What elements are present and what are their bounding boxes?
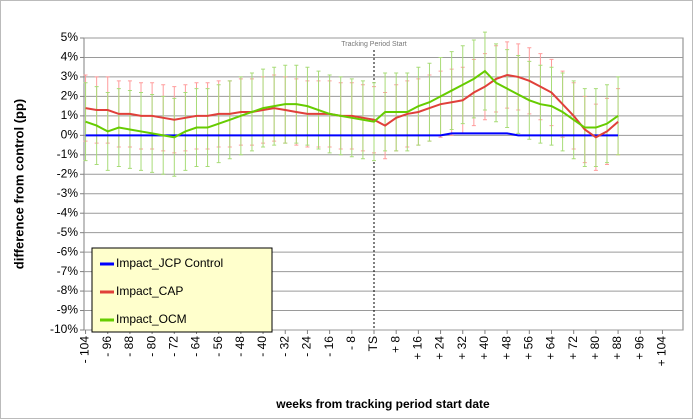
- x-tick-label: - 24: [300, 336, 314, 357]
- x-tick-label: - 40: [255, 336, 269, 357]
- series-line: [85, 69, 619, 139]
- x-tick-label: + 48: [499, 336, 513, 360]
- y-tick-label: -3%: [57, 186, 79, 200]
- x-tick-label: - 8: [344, 336, 358, 350]
- x-tick-label: + 72: [566, 336, 580, 360]
- y-tick-label: -2%: [57, 166, 79, 180]
- x-tick-label: + 56: [521, 336, 535, 360]
- annotation-text: Tracking Period Start: [341, 41, 407, 48]
- y-tick-label: -1%: [57, 147, 79, 161]
- x-axis-title: weeks from tracking period start date: [275, 397, 490, 411]
- x-tick-label: - 80: [144, 336, 158, 357]
- x-tick-label: - 32: [277, 336, 291, 357]
- x-tick-label: - 104: [78, 336, 92, 364]
- x-tick-label: + 64: [544, 336, 558, 360]
- y-tick-label: -8%: [57, 283, 79, 297]
- x-tick-label: + 88: [610, 336, 624, 360]
- x-tick-label: - 16: [322, 336, 336, 357]
- x-tick-label: + 40: [477, 336, 491, 360]
- y-axis-title: difference from control (pp): [11, 99, 26, 269]
- y-tick-label: -4%: [57, 205, 79, 219]
- y-tick-label: 5%: [61, 30, 79, 44]
- x-tick-label: + 8: [388, 336, 402, 353]
- x-tick-label: TS: [366, 336, 380, 351]
- legend-label: Impact_JCP Control: [116, 256, 223, 270]
- y-tick-label: -5%: [57, 225, 79, 239]
- x-tick-label: + 80: [588, 336, 602, 360]
- error-bar: [616, 76, 621, 156]
- x-tick-label: + 96: [632, 336, 646, 360]
- y-tick-label: -6%: [57, 244, 79, 258]
- y-tick-label: 0%: [61, 128, 79, 142]
- legend-label: Impact_CAP: [116, 284, 183, 298]
- y-tick-label: -10%: [50, 322, 78, 336]
- x-tick-label: - 72: [166, 336, 180, 357]
- y-tick-label: -9%: [57, 303, 79, 317]
- x-tick-label: + 32: [455, 336, 469, 360]
- x-tick-label: - 48: [233, 336, 247, 357]
- series-line: [85, 132, 619, 137]
- legend-box: [91, 247, 273, 333]
- y-tick-label: -7%: [57, 264, 79, 278]
- y-tick-label: 4%: [61, 50, 79, 64]
- x-tick-label: - 56: [211, 336, 225, 357]
- x-tick-label: - 88: [122, 336, 136, 357]
- legend-label: Impact_OCM: [116, 312, 187, 326]
- y-tick-label: 1%: [61, 108, 79, 122]
- x-tick-label: + 24: [433, 336, 447, 360]
- y-tick-label: 3%: [61, 69, 79, 83]
- x-tick-label: + 104: [655, 336, 669, 367]
- x-tick-label: - 64: [189, 336, 203, 357]
- y-tick-label: 2%: [61, 89, 79, 103]
- x-tick-label: + 16: [411, 336, 425, 360]
- series-line: [85, 73, 619, 139]
- x-tick-label: - 96: [100, 336, 114, 357]
